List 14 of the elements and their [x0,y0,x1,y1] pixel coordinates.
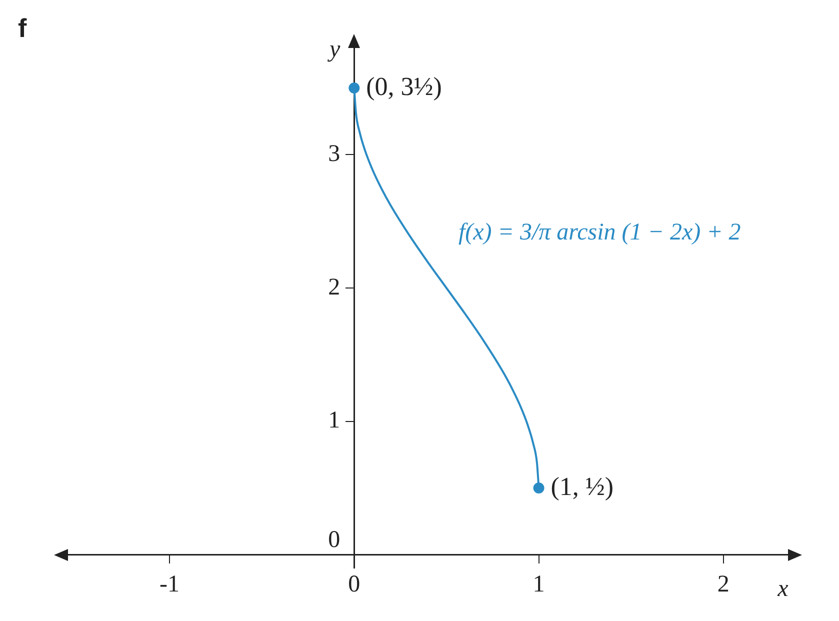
y-tick-label: 3 [328,140,340,167]
x-tick-label: 0 [348,571,360,598]
annotation: (1, ½) [550,472,614,501]
y-tick-label: 0 [328,526,340,553]
y-tick-label: 1 [328,408,340,434]
annotation: (0, 3½) [366,72,442,101]
series-label: f(x) = 3/π arcsin (1 − 2x) + 2 [458,219,741,246]
x-axis-title: x [776,576,789,602]
y-tick-label: 2 [328,274,340,300]
y-axis-title: y [328,36,340,62]
x-tick-label: 2 [717,571,730,598]
x-tick-label: -1 [160,571,180,598]
x-tick-label: 1 [532,571,545,598]
chart-title: f [18,13,27,44]
